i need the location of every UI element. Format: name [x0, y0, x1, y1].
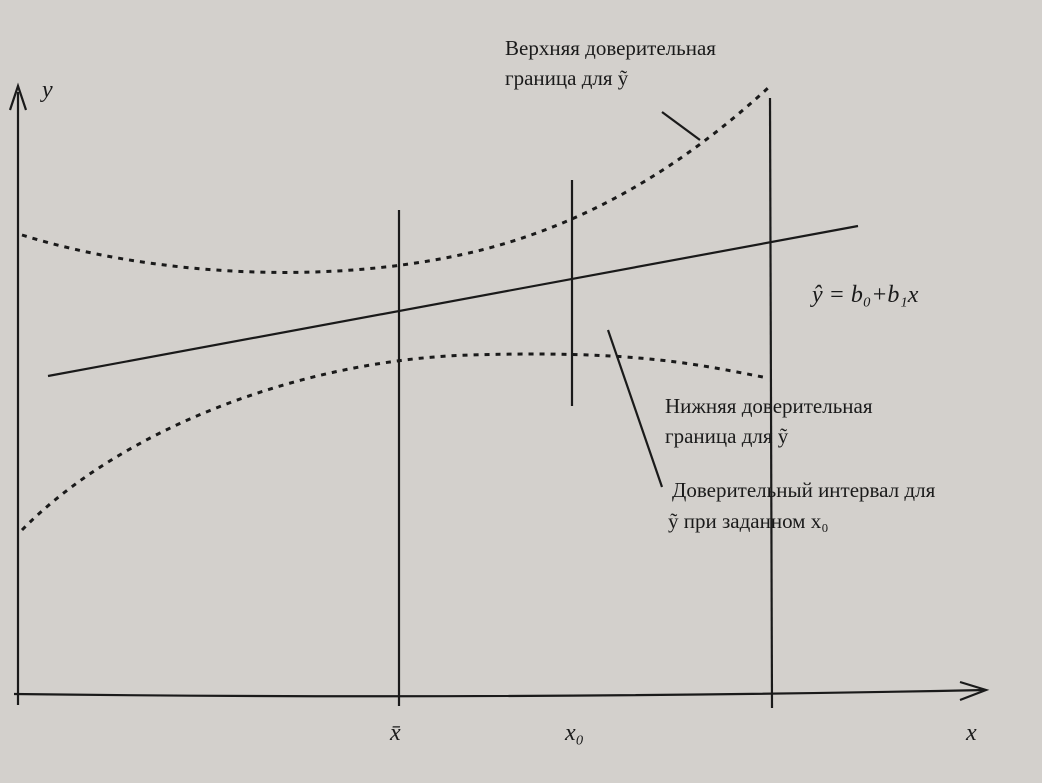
lower-label: Нижняя доверительная [665, 394, 873, 418]
upper-bound [21, 86, 770, 274]
upper-label: граница для ỹ [505, 66, 629, 90]
regression-line [47, 224, 859, 378]
x-axis [13, 688, 986, 698]
lower-label: граница для ỹ [665, 424, 789, 448]
x-mean-label: x̄ [389, 720, 401, 746]
regression-label: ŷ = b₀+b₁x [810, 282, 919, 308]
pointer [661, 111, 701, 141]
interval-label: ỹ при заданном x₀ [668, 509, 829, 533]
y-label: y [40, 77, 53, 103]
x0-label: x₀ [564, 720, 584, 746]
pointer [606, 329, 664, 488]
interval-label: Доверительный интервал для [672, 478, 936, 502]
right-line [768, 97, 774, 709]
y-arrow [8, 82, 28, 111]
upper-label: Верхняя доверительная [505, 36, 716, 60]
x-arrow [959, 680, 990, 702]
x-label: x [965, 720, 977, 746]
